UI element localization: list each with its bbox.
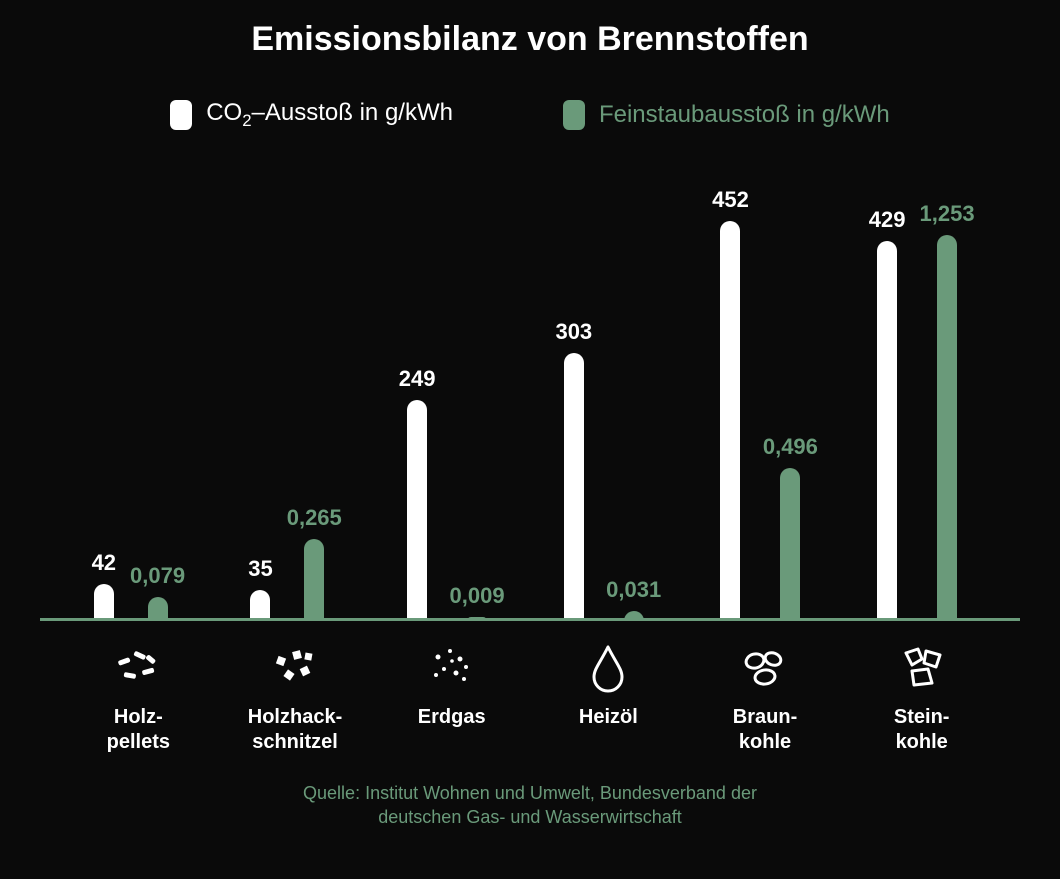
category-label-holzhackschnitzel: Holzhack- schnitzel xyxy=(248,705,342,755)
bar-groups: 42 0,079 35 0,265 249 0,009 303 0,031 452 0,496 42… xyxy=(40,161,1020,621)
bar-rect-co2-braunkohle xyxy=(720,221,740,621)
bar-rect-co2-heizoel xyxy=(564,353,584,621)
bar-rect-feinstaub-holzhackschnitzel xyxy=(304,539,324,621)
legend-label-co2: CO2–Ausstoß in g/kWh xyxy=(206,99,453,131)
bar-label-feinstaub-holzhackschnitzel: 0,265 xyxy=(287,505,342,531)
bar-feinstaub-heizoel: 0,031 xyxy=(606,161,661,621)
legend-swatch-feinstaub xyxy=(563,100,585,130)
bar-rect-co2-steinkohle xyxy=(877,241,897,621)
bar-co2-heizoel: 303 xyxy=(555,161,592,621)
bar-group-erdgas: 249 0,009 xyxy=(373,161,530,621)
bar-feinstaub-erdgas: 0,009 xyxy=(450,161,505,621)
chart-plot-area: 42 0,079 35 0,265 249 0,009 303 0,031 452 0,496 42… xyxy=(40,161,1020,621)
bar-label-feinstaub-erdgas: 0,009 xyxy=(450,583,505,609)
bar-label-co2-erdgas: 249 xyxy=(399,366,436,392)
gas-icon xyxy=(424,639,480,695)
category-steinkohle: Stein- kohle xyxy=(843,639,1000,755)
bar-rect-feinstaub-braunkohle xyxy=(780,468,800,621)
bar-label-co2-braunkohle: 452 xyxy=(712,187,749,213)
bar-group-heizoel: 303 0,031 xyxy=(530,161,687,621)
bar-label-co2-holzhackschnitzel: 35 xyxy=(248,556,272,582)
bar-rect-co2-holzpellets xyxy=(94,584,114,621)
legend-item-feinstaub: Feinstaubausstoß in g/kWh xyxy=(563,99,890,131)
category-label-erdgas: Erdgas xyxy=(418,705,486,730)
bar-co2-erdgas: 249 xyxy=(399,161,436,621)
chips-icon xyxy=(267,639,323,695)
category-label-holzpellets: Holz- pellets xyxy=(107,705,170,755)
category-holzpellets: Holz- pellets xyxy=(60,639,217,755)
bar-rect-feinstaub-steinkohle xyxy=(937,235,957,621)
bar-label-feinstaub-braunkohle: 0,496 xyxy=(763,434,818,460)
bar-group-braunkohle: 452 0,496 xyxy=(687,161,844,621)
bar-feinstaub-braunkohle: 0,496 xyxy=(763,161,818,621)
source-citation: Quelle: Institut Wohnen und Umwelt, Bund… xyxy=(40,781,1020,830)
bar-label-co2-holzpellets: 42 xyxy=(92,550,116,576)
bar-co2-braunkohle: 452 xyxy=(712,161,749,621)
bar-rect-co2-erdgas xyxy=(407,400,427,620)
legend-label-feinstaub: Feinstaubausstoß in g/kWh xyxy=(599,101,890,129)
category-axis: Holz- pellets Holzhack- schnitzel Erdgas He… xyxy=(40,639,1020,755)
bar-co2-holzhackschnitzel: 35 xyxy=(248,161,272,621)
chart-container: Emissionsbilanz von Brennstoffen CO2–Aus… xyxy=(0,0,1060,879)
category-holzhackschnitzel: Holzhack- schnitzel xyxy=(217,639,374,755)
bar-label-feinstaub-holzpellets: 0,079 xyxy=(130,563,185,589)
bar-feinstaub-steinkohle: 1,253 xyxy=(920,161,975,621)
bar-group-steinkohle: 429 1,253 xyxy=(843,161,1000,621)
oil-icon xyxy=(580,639,636,695)
legend: CO2–Ausstoß in g/kWh Feinstaubausstoß in… xyxy=(40,99,1020,131)
bar-co2-holzpellets: 42 xyxy=(92,161,116,621)
bar-feinstaub-holzpellets: 0,079 xyxy=(130,161,185,621)
axis-baseline xyxy=(40,618,1020,621)
bar-label-co2-steinkohle: 429 xyxy=(869,207,906,233)
bar-label-co2-heizoel: 303 xyxy=(555,319,592,345)
lignite-icon xyxy=(737,639,793,695)
category-braunkohle: Braun- kohle xyxy=(687,639,844,755)
legend-swatch-co2 xyxy=(170,100,192,130)
category-heizoel: Heizöl xyxy=(530,639,687,755)
bar-rect-co2-holzhackschnitzel xyxy=(250,590,270,621)
chart-title: Emissionsbilanz von Brennstoffen xyxy=(40,20,1020,59)
bar-co2-steinkohle: 429 xyxy=(869,161,906,621)
bar-label-feinstaub-heizoel: 0,031 xyxy=(606,577,661,603)
hardcoal-icon xyxy=(894,639,950,695)
legend-item-co2: CO2–Ausstoß in g/kWh xyxy=(170,99,453,131)
category-erdgas: Erdgas xyxy=(373,639,530,755)
category-label-braunkohle: Braun- kohle xyxy=(733,705,797,755)
pellets-icon xyxy=(110,639,166,695)
category-label-heizoel: Heizöl xyxy=(579,705,638,730)
bar-group-holzpellets: 42 0,079 xyxy=(60,161,217,621)
category-label-steinkohle: Stein- kohle xyxy=(894,705,950,755)
bar-label-feinstaub-steinkohle: 1,253 xyxy=(920,201,975,227)
bar-feinstaub-holzhackschnitzel: 0,265 xyxy=(287,161,342,621)
bar-group-holzhackschnitzel: 35 0,265 xyxy=(217,161,374,621)
